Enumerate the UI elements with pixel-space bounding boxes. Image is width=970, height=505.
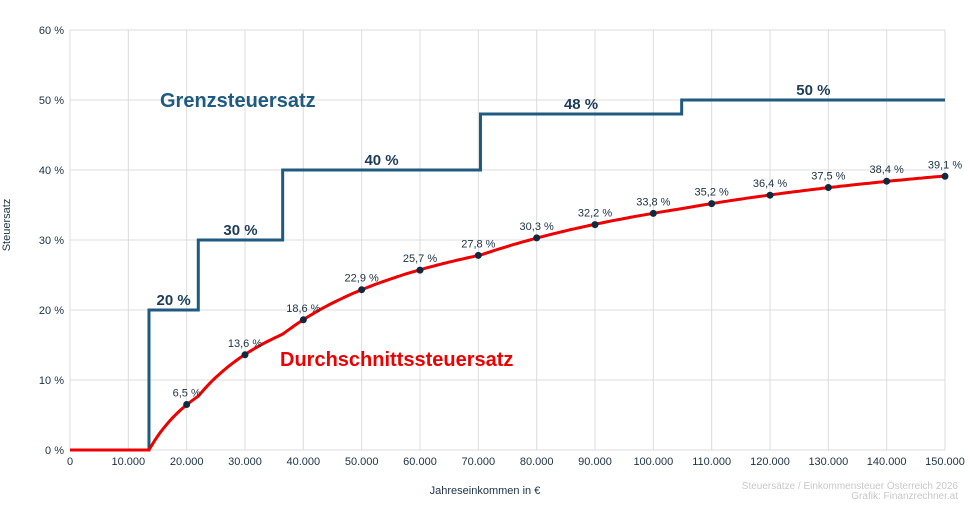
average-rate-point xyxy=(591,221,599,229)
average-rate-data-label: 18,6 % xyxy=(286,303,320,315)
marginal-rate-line xyxy=(70,98,945,452)
average-rate-point xyxy=(416,266,424,274)
average-rate-point xyxy=(708,200,716,208)
average-rate-point xyxy=(766,191,774,199)
x-tick-label: 70.000 xyxy=(462,456,496,468)
marginal-rate-label: 20 % xyxy=(157,292,191,309)
average-rate-data-label: 37,5 % xyxy=(811,171,845,183)
x-tick-label: 30.000 xyxy=(228,456,262,468)
x-tick-label: 50.000 xyxy=(345,456,379,468)
y-tick-label: 30 % xyxy=(39,235,64,247)
average-rate-data-label: 36,4 % xyxy=(753,178,787,190)
x-tick-label: 40.000 xyxy=(287,456,321,468)
series-label-durchschnittssteuersatz: Durchschnittssteuersatz xyxy=(280,349,513,371)
average-rate-data-label: 30,3 % xyxy=(520,221,554,233)
y-tick-label: 0 % xyxy=(45,445,64,457)
x-tick-label: 120.000 xyxy=(750,456,790,468)
average-rate-data-label: 27,8 % xyxy=(461,238,495,250)
series: 20 % 30 % 40 % 48 % 50 % 6,5 % 13,6 % 18,6 % 22,… xyxy=(70,82,962,452)
x-tick-label: 20.000 xyxy=(170,456,204,468)
watermark-line2: Grafik: Finanzrechner.at xyxy=(851,491,958,500)
x-axis-ticks: 0 10.000 20.000 30.000 40.000 50.000 60.000 70.… xyxy=(67,456,965,468)
average-rate-data-label: 13,6 % xyxy=(228,338,262,350)
average-rate-point xyxy=(241,351,249,359)
average-rate-point xyxy=(299,316,307,324)
marginal-rate-label: 48 % xyxy=(564,96,598,113)
average-rate-line xyxy=(70,174,946,452)
y-tick-label: 20 % xyxy=(39,305,64,317)
x-tick-label: 100.000 xyxy=(633,456,673,468)
average-rate-point xyxy=(183,401,191,408)
marginal-rate-label: 40 % xyxy=(364,152,398,169)
average-rate-point xyxy=(358,286,366,294)
grid xyxy=(69,29,946,451)
series-label-grenzsteuersatz: Grenzsteuersatz xyxy=(160,90,316,112)
y-tick-label: 50 % xyxy=(39,95,64,107)
x-tick-label: 60.000 xyxy=(403,456,437,468)
y-axis-label: Steuersatz xyxy=(1,199,13,252)
x-tick-label: 90.000 xyxy=(578,456,612,468)
x-tick-label: 0 xyxy=(67,456,73,468)
average-rate-point xyxy=(824,184,832,191)
y-tick-label: 10 % xyxy=(39,375,64,387)
marginal-rate-label: 30 % xyxy=(223,222,257,239)
marginal-rate-label: 50 % xyxy=(796,82,830,99)
average-rate-data-label: 22,9 % xyxy=(345,273,379,285)
y-tick-label: 40 % xyxy=(39,165,64,177)
average-rate-data-label: 35,2 % xyxy=(695,187,729,199)
x-tick-label: 130.000 xyxy=(808,456,848,468)
x-tick-label: 80.000 xyxy=(520,456,554,468)
average-rate-point xyxy=(533,234,541,242)
average-rate-data-label: 38,4 % xyxy=(870,164,904,176)
x-tick-label: 140.000 xyxy=(867,456,907,468)
x-tick-label: 10.000 xyxy=(112,456,146,468)
average-rate-point xyxy=(474,251,482,259)
average-rate-data-label: 33,8 % xyxy=(636,196,670,208)
average-rate-point xyxy=(649,209,657,217)
average-rate-point xyxy=(883,177,891,185)
x-tick-label: 150.000 xyxy=(925,456,965,468)
y-tick-label: 60 % xyxy=(39,25,64,37)
average-rate-data-label: 25,7 % xyxy=(403,253,437,265)
y-axis-ticks: 0 % 10 % 20 % 30 % 40 % 50 % 60 % xyxy=(39,25,64,457)
average-rate-data-label: 6,5 % xyxy=(173,388,201,400)
average-rate-point xyxy=(941,172,949,180)
x-axis-label: Jahreseinkommen in € xyxy=(430,485,541,497)
average-rate-data-label: 39,1 % xyxy=(928,159,962,171)
average-rate-data-label: 32,2 % xyxy=(578,208,612,220)
x-tick-label: 110.000 xyxy=(692,456,731,468)
watermark-line1: Steuersätze / Einkommensteuer Österreich… xyxy=(742,480,959,492)
